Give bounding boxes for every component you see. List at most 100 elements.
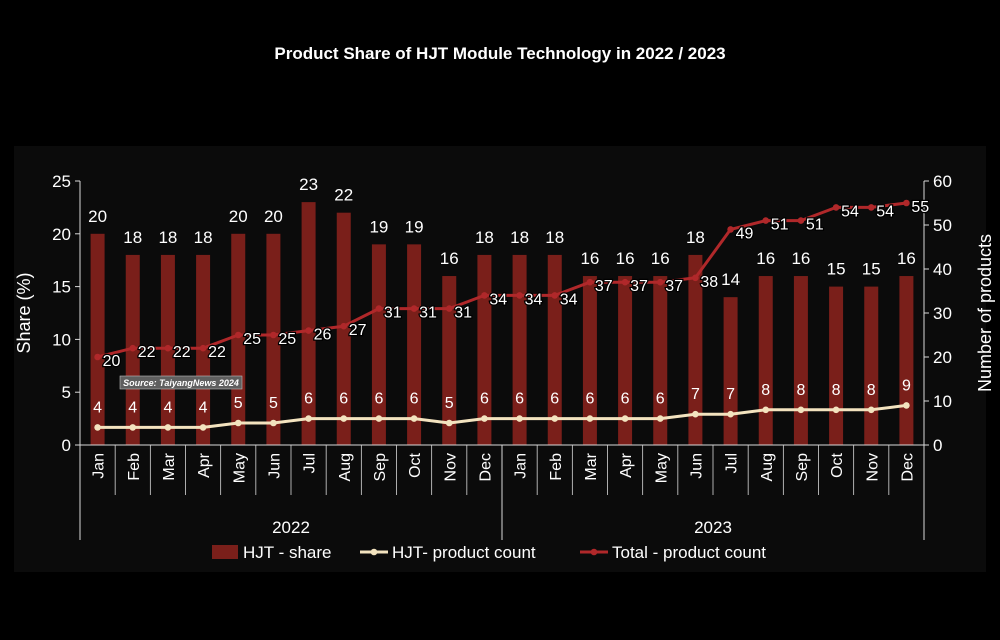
bar-may-16 xyxy=(653,276,668,445)
hjt-count-point-1 xyxy=(129,424,137,431)
hjt-count-point-3 xyxy=(199,424,207,431)
x-tick-label-sep: Sep xyxy=(794,453,811,482)
hjt-count-data-label-22: 8 xyxy=(867,382,876,399)
bar-data-label-16: 16 xyxy=(651,249,670,268)
legend: HJT - share HJT- product count Total - p… xyxy=(212,543,766,562)
bar-data-label-11: 18 xyxy=(475,228,494,247)
total-count-data-label-0: 20 xyxy=(103,353,121,370)
y-left-tick-label: 25 xyxy=(52,172,71,191)
x-tick-label-jun: Jun xyxy=(266,453,283,479)
total-count-point-16 xyxy=(656,278,664,286)
total-count-point-10 xyxy=(445,305,453,312)
bar-data-label-23: 16 xyxy=(897,249,916,268)
total-count-data-label-15: 37 xyxy=(630,278,648,295)
total-count-point-7 xyxy=(340,322,348,330)
total-count-data-label-1: 22 xyxy=(138,344,156,361)
hjt-count-point-20 xyxy=(797,406,805,414)
y-left-tick-label: 10 xyxy=(52,330,71,349)
x-tick-label-oct: Oct xyxy=(829,452,846,477)
total-count-data-label-3: 22 xyxy=(208,344,226,361)
hjt-count-point-16 xyxy=(656,415,664,422)
hjt-count-line xyxy=(97,403,907,429)
total-count-data-label-22: 54 xyxy=(876,203,894,220)
x-tick-label-dec: Dec xyxy=(477,453,494,481)
x-tick-label-mar: Mar xyxy=(583,452,600,480)
source-note-box xyxy=(119,375,243,390)
bar-data-label-12: 18 xyxy=(510,228,529,247)
bar-data-label-19: 16 xyxy=(756,249,775,268)
x-tick-label-nov: Nov xyxy=(442,453,459,481)
bar-data-label-22: 15 xyxy=(862,260,881,279)
bar-data-label-8: 19 xyxy=(369,217,388,236)
x-tick-label-nov: Nov xyxy=(864,453,881,481)
x-tick-label-mar: Mar xyxy=(161,452,178,480)
hjt-count-point-14 xyxy=(586,415,594,422)
total-count-data-label-18: 49 xyxy=(736,225,754,242)
bar-data-label-7: 22 xyxy=(334,186,353,205)
hjt-count-data-label-18: 7 xyxy=(726,386,735,403)
bar-oct-21 xyxy=(829,286,844,445)
bar-nov-22 xyxy=(864,286,879,445)
line-layer xyxy=(94,199,910,431)
total-count-data-label-7: 27 xyxy=(349,322,367,339)
y-right-tick-label: 50 xyxy=(933,216,952,235)
total-count-point-8 xyxy=(375,305,383,312)
bar-data-label-0: 20 xyxy=(88,207,107,226)
hjt-count-data-label-14: 6 xyxy=(585,391,594,408)
x-tick-label-feb: Feb xyxy=(126,453,143,481)
hjt-count-point-6 xyxy=(305,415,312,422)
source-note: Source: TaiyangNews 2024 xyxy=(123,378,239,388)
hjt-count-data-label-19: 8 xyxy=(761,382,770,399)
total-count-data-label-4: 25 xyxy=(243,331,261,348)
data-label-layer: 20 18 18 18 20 20 23 22 19 19 16 18 18 18 16 16 16 18 14 16… xyxy=(88,175,930,416)
hjt-count-data-label-12: 6 xyxy=(515,391,524,408)
x-tick-label-jul: Jul xyxy=(302,453,319,473)
y-right-tick-label: 0 xyxy=(933,436,942,455)
hjt-count-point-13 xyxy=(551,415,559,422)
total-count-data-label-23: 55 xyxy=(911,199,929,216)
hjt-count-point-12 xyxy=(516,415,523,422)
chart-title: Product Share of HJT Module Technology i… xyxy=(274,44,726,63)
bar-nov-10 xyxy=(442,276,457,445)
total-count-data-label-6: 26 xyxy=(314,327,332,344)
y-right-tick-label: 60 xyxy=(933,172,952,191)
hjt-count-data-label-23: 9 xyxy=(902,377,911,394)
total-count-data-label-12: 34 xyxy=(525,291,543,308)
total-count-point-18 xyxy=(727,226,734,233)
bar-may-4 xyxy=(231,233,246,445)
total-count-point-3 xyxy=(199,344,207,352)
total-count-point-23 xyxy=(903,199,910,207)
total-count-data-label-20: 51 xyxy=(806,217,824,234)
total-count-point-0 xyxy=(94,353,101,361)
hjt-count-data-label-21: 8 xyxy=(832,382,841,399)
bar-aug-19 xyxy=(758,276,773,445)
hjt-count-data-label-7: 6 xyxy=(339,391,348,408)
x-group-label-2023: 2023 xyxy=(694,518,732,537)
bar-feb-13 xyxy=(547,254,562,445)
x-tick-label-jun: Jun xyxy=(688,453,705,479)
y-left-tick-label: 20 xyxy=(52,225,71,244)
total-count-point-6 xyxy=(305,327,312,334)
legend-label-hjt-count: HJT- product count xyxy=(392,543,536,562)
hjt-count-data-label-3: 4 xyxy=(199,399,208,416)
total-count-data-label-21: 54 xyxy=(841,203,859,220)
total-count-point-22 xyxy=(867,204,875,211)
hjt-count-data-label-11: 6 xyxy=(480,391,489,408)
hjt-count-point-15 xyxy=(621,415,629,422)
x-tick-label-may: May xyxy=(653,453,670,483)
y-left-tick-label: 5 xyxy=(62,383,71,402)
bar-jun-5 xyxy=(266,233,281,445)
hjt-count-data-label-13: 6 xyxy=(550,391,559,408)
total-count-data-label-5: 25 xyxy=(278,331,296,348)
x-tick-label-feb: Feb xyxy=(548,453,565,481)
legend-swatch-hjt-share xyxy=(212,545,238,559)
x-tick-label-dec: Dec xyxy=(899,453,916,481)
x-group-label-2022: 2022 xyxy=(272,518,310,537)
x-tick-label-apr: Apr xyxy=(196,452,213,478)
bar-data-label-2: 18 xyxy=(158,228,177,247)
total-count-point-1 xyxy=(129,344,137,352)
bar-sep-8 xyxy=(371,244,386,445)
x-tick-label-apr: Apr xyxy=(618,452,635,478)
hjt-count-data-label-4: 5 xyxy=(234,395,243,412)
total-count-point-19 xyxy=(762,217,770,224)
